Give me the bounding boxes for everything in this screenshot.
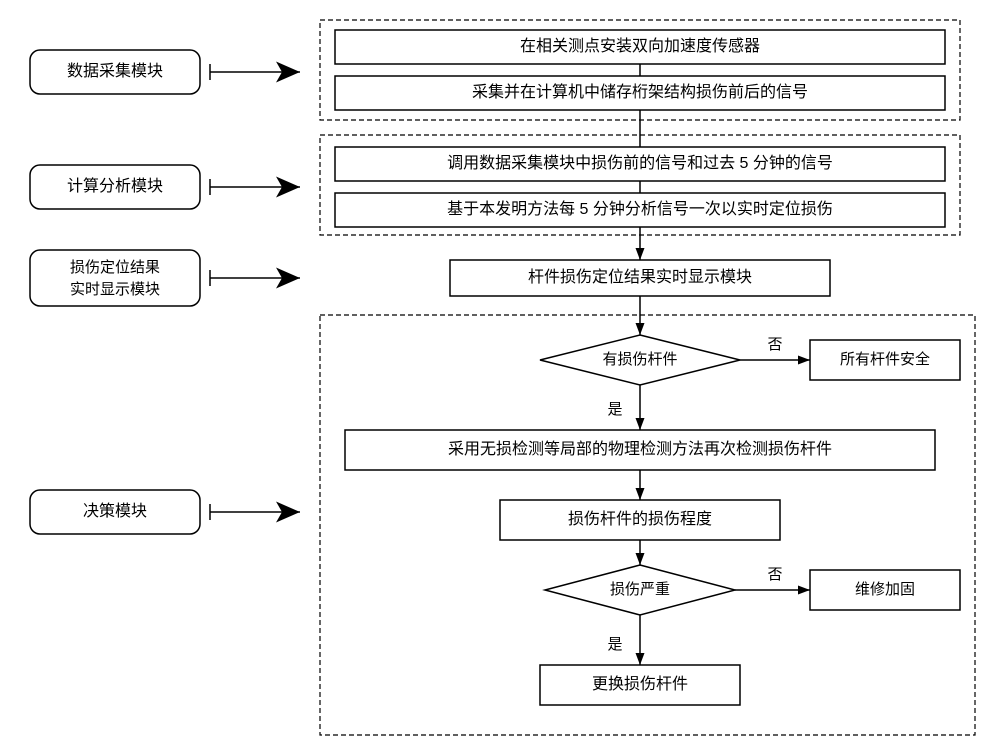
edge-d1-yes-label: 是: [607, 401, 622, 418]
edge-d2-no-label: 否: [767, 566, 782, 583]
step-recheck-ndt-label: 采用无损检测等局部的物理检测方法再次检测损伤杆件: [448, 440, 832, 458]
edge-d2-yes-label: 是: [607, 636, 622, 653]
step-damage-degree-label: 损伤杆件的损伤程度: [568, 510, 712, 528]
result-all-safe-label: 所有杆件安全: [840, 350, 930, 368]
step-replace-member-label: 更换损伤杆件: [592, 675, 688, 693]
module-arrow-1: [210, 64, 300, 80]
edge-d1-no-label: 否: [767, 336, 782, 353]
module-data-collection-label: 数据采集模块: [67, 62, 163, 80]
decision-severe-label: 损伤严重: [610, 581, 670, 598]
step-display-result-label: 杆件损伤定位结果实时显示模块: [528, 268, 752, 286]
module-analysis-label: 计算分析模块: [67, 176, 163, 195]
result-repair-label: 维修加固: [855, 581, 915, 598]
module-arrow-2: [210, 179, 300, 195]
step-analyze-signal-label: 基于本发明方法每 5 分钟分析信号一次以实时定位损伤: [447, 200, 833, 218]
step-install-sensors-label: 在相关测点安装双向加速度传感器: [520, 37, 760, 55]
module-arrow-3: [210, 270, 300, 286]
module-display-label-2: 实时显示模块: [70, 281, 160, 298]
module-decision-label: 决策模块: [83, 502, 147, 520]
step-collect-store-label: 采集并在计算机中储存桁架结构损伤前后的信号: [472, 82, 808, 101]
module-display-label-1: 损伤定位结果: [70, 259, 160, 276]
step-retrieve-signal-label: 调用数据采集模块中损伤前的信号和过去 5 分钟的信号: [447, 154, 833, 172]
decision-has-damage-label: 有损伤杆件: [602, 351, 677, 368]
module-arrow-4: [210, 504, 300, 520]
